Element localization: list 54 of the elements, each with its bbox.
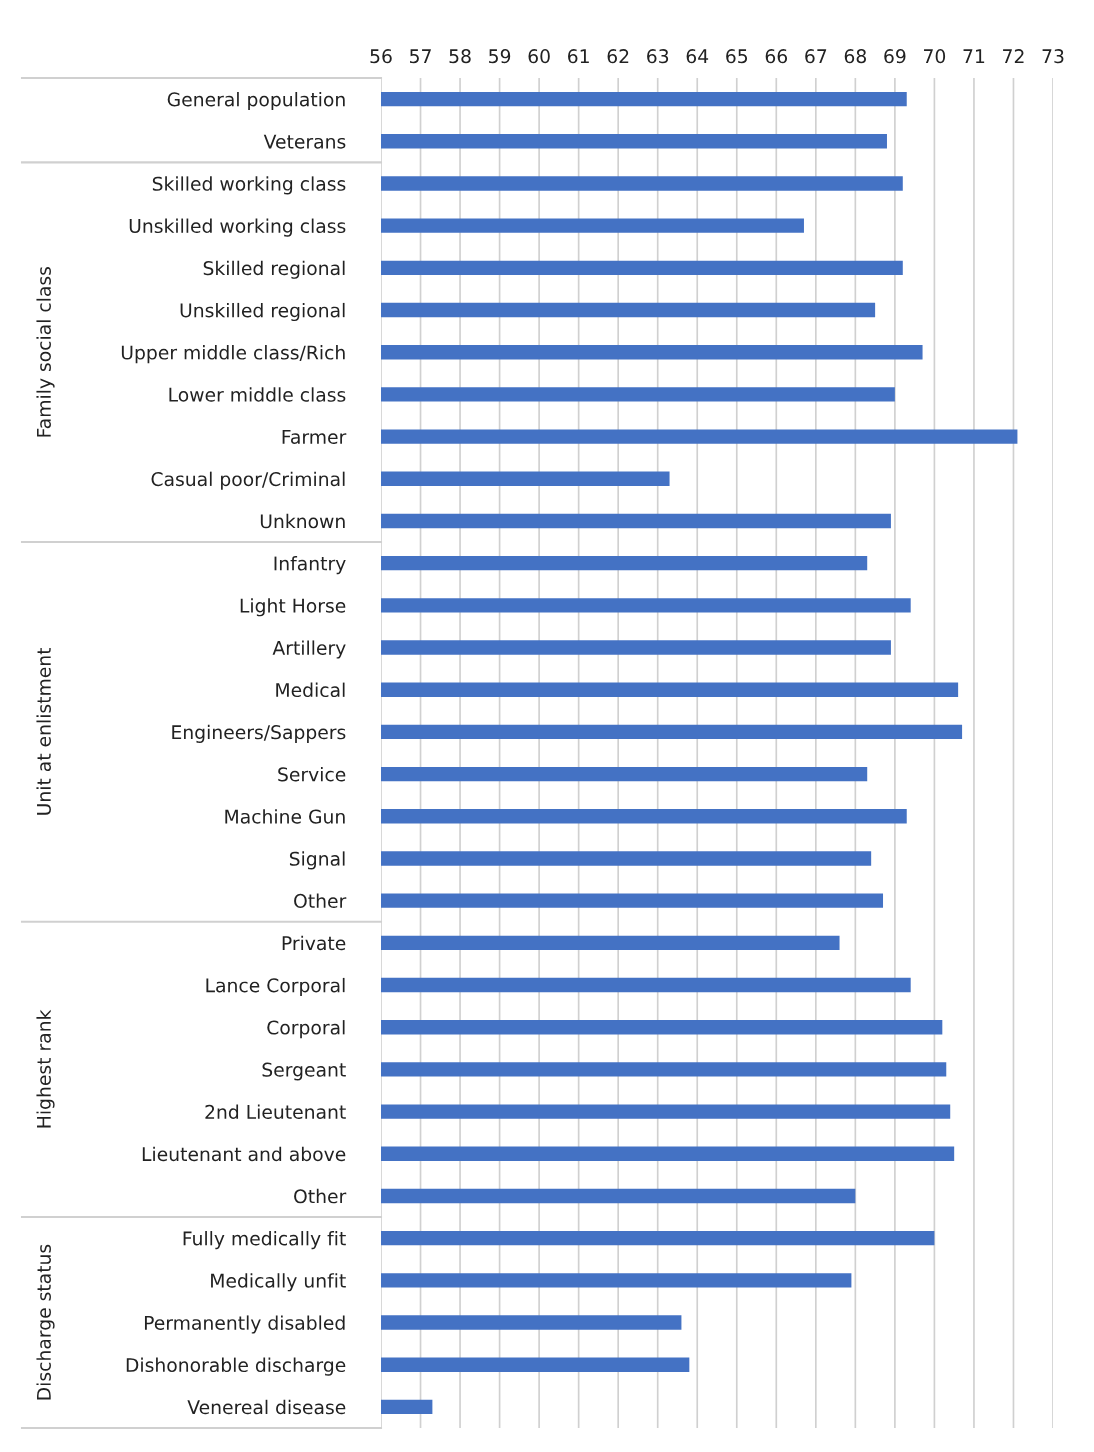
y-tick-label: Lieutenant and above (142, 1146, 346, 1162)
y-tick-label: Unskilled regional (180, 302, 345, 322)
x-tick-label: 70 (924, 49, 946, 64)
y-tick-label: Corporal (267, 1020, 345, 1039)
y-tick-label: Skilled working class (152, 176, 346, 195)
y-tick-label: Artillery (272, 640, 346, 659)
y-tick-label: Sergeant (262, 1062, 346, 1081)
y-tick-label: Veterans (263, 134, 346, 149)
x-tick-label: 72 (1003, 49, 1024, 63)
x-tick-label: 68 (844, 49, 866, 64)
y-tick-label: Unknown (260, 513, 345, 529)
x-tick-label: 57 (410, 49, 431, 64)
x-tick-label: 64 (686, 49, 709, 64)
x-tick-label: 61 (568, 49, 589, 64)
y-tick-label: Other (294, 893, 347, 909)
text: Family social class (36, 267, 55, 437)
y-tick-label: Medically unfit (211, 1273, 346, 1292)
y-tick-label: Farmer (282, 430, 347, 444)
y-tick-label: Casual poor/Criminal (151, 471, 345, 490)
y-tick-label: Signal (289, 851, 345, 870)
y-tick-label: Other (294, 1188, 347, 1204)
y-tick-label: Private (282, 935, 346, 951)
x-tick-label: 58 (449, 49, 471, 64)
x-tick-label: 66 (765, 49, 788, 64)
text: Unit at enlistment (36, 647, 51, 815)
x-tick-label: 59 (489, 49, 511, 64)
x-tick-label: 69 (884, 49, 906, 64)
x-tick-label: 62 (607, 49, 629, 64)
y-tick-label: Lower middle class (169, 387, 346, 402)
y-tick-label: Upper middle class/Rich (121, 345, 345, 364)
x-tick-label: 65 (726, 49, 748, 64)
x-tick-label: 63 (647, 49, 669, 64)
y-tick-label: Light Horse (240, 598, 346, 617)
x-tick-label: 73 (1042, 49, 1064, 64)
x-tick-label: 60 (528, 49, 550, 64)
y-tick-label: Skilled regional (203, 260, 345, 279)
text: Discharge status (36, 1244, 55, 1400)
x-tick-label: 71 (963, 49, 985, 63)
y-tick-label: Service (278, 766, 346, 782)
x-tick-label: 67 (805, 49, 827, 64)
y-tick-label: Dishonorable discharge (126, 1357, 346, 1376)
y-tick-label: Infantry (274, 556, 346, 575)
y-tick-label: Venereal disease (187, 1399, 346, 1415)
y-tick-label: Machine Gun (225, 809, 345, 824)
y-tick-label: Fully medically fit (183, 1231, 346, 1250)
y-tick-label: Engineers/Sappers (172, 724, 346, 743)
y-tick-label: Unskilled working class (129, 218, 346, 237)
x-tick-label: 56 (370, 49, 392, 64)
y-tick-label: General population (167, 91, 345, 111)
y-tick-label: Permanently disabled (144, 1315, 345, 1334)
y-tick-label: Medical (276, 682, 345, 698)
y-tick-label: 2nd Lieutenant (205, 1104, 346, 1119)
y-tick-label: Lance Corporal (206, 977, 345, 997)
text: Highest rank (36, 1009, 55, 1128)
